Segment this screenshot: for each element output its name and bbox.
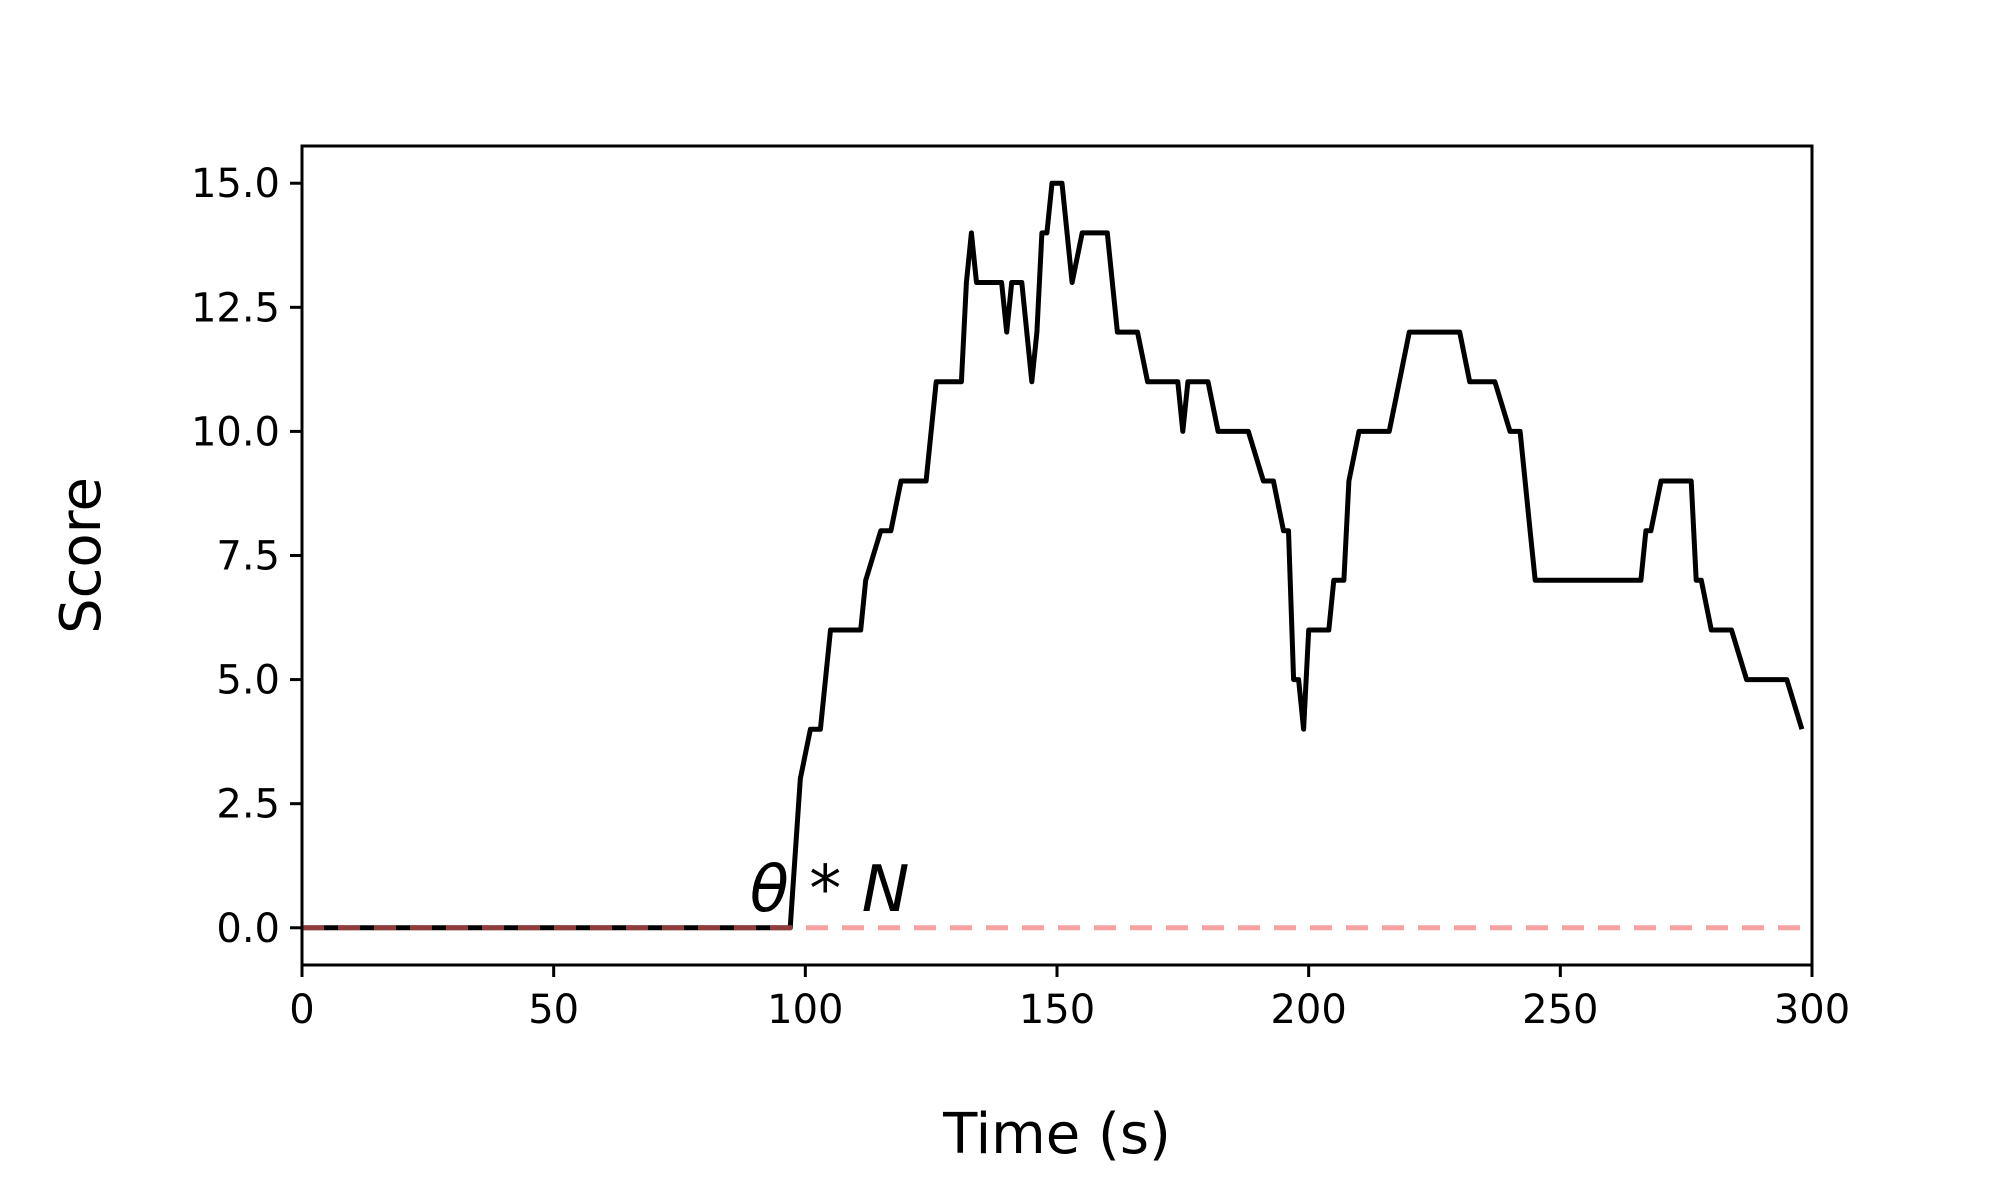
y-tick-label: 0.0 (216, 906, 280, 952)
x-axis-label: Time (s) (942, 1102, 1171, 1167)
score-line (302, 180, 1805, 931)
x-tick-label: 200 (1270, 987, 1346, 1033)
y-axis: 0.0 2.5 5.0 7.5 10.0 12.5 15.0 (191, 161, 302, 952)
x-tick-label: 50 (528, 987, 579, 1033)
y-tick-label: 15.0 (191, 161, 280, 207)
y-tick-label: 7.5 (216, 534, 280, 580)
x-tick-label: 150 (1019, 987, 1095, 1033)
threshold-annotation: θ * N (750, 853, 910, 927)
y-tick-label: 2.5 (216, 782, 280, 828)
x-tick-label: 300 (1774, 987, 1850, 1033)
y-tick-label: 5.0 (216, 658, 280, 704)
x-tick-label: 0 (289, 987, 314, 1033)
y-tick-label: 10.0 (191, 409, 280, 455)
y-axis-label: Score (49, 477, 114, 634)
plot-area (302, 180, 1812, 931)
y-tick-label: 12.5 (191, 285, 280, 331)
x-tick-label: 100 (767, 987, 843, 1033)
plot-frame (300, 144, 1814, 967)
x-tick-label: 250 (1522, 987, 1598, 1033)
x-axis: 0 50 100 150 200 250 300 (289, 965, 1850, 1033)
